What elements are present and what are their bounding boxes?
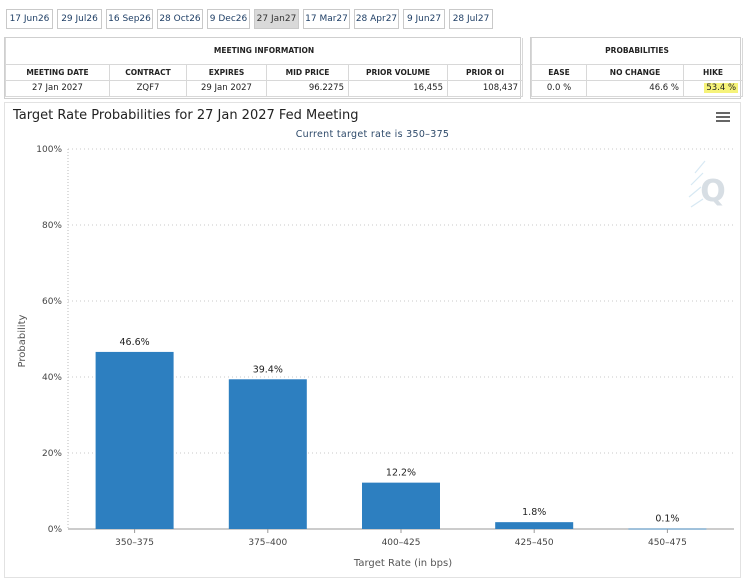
col-expires: EXPIRES — [186, 63, 267, 81]
data-label: 0.1% — [655, 514, 679, 525]
data-label: 1.8% — [522, 507, 546, 518]
meeting-date-value: 27 Jan 2027 — [5, 79, 110, 97]
bar-425–450 — [495, 522, 574, 529]
prior-oi-value: 108,437 — [446, 79, 524, 97]
chart-subtitle: Current target rate is 350–375 — [295, 129, 450, 140]
probabilities-table: PROBABILITIES EASE NO CHANGE HIKE 0.0 % … — [530, 38, 744, 97]
ease-value: 0.0 % — [531, 79, 587, 97]
col-meeting-date: MEETING DATE — [5, 63, 110, 81]
hike-value-cell: 53.4 % — [682, 79, 744, 97]
col-mid-price: MID PRICE — [266, 63, 349, 81]
tab-28-apr27[interactable]: 28 Apr27 — [354, 9, 399, 29]
x-axis-title: Target Rate (in bps) — [353, 558, 452, 569]
q-logo-icon: Q — [688, 160, 726, 209]
meeting-information-table: MEETING INFORMATION MEETING DATE CONTRAC… — [4, 38, 524, 97]
x-tick-label: 350–375 — [115, 538, 154, 548]
bar-350–375 — [95, 351, 174, 529]
tab-29-jul26[interactable]: 29 Jul26 — [57, 9, 102, 29]
data-label: 12.2% — [386, 468, 416, 479]
q-logo-stroke — [690, 198, 704, 208]
no-change-value: 46.6 % — [586, 79, 684, 97]
x-tick-label: 375–400 — [248, 538, 287, 548]
y-tick-label: 40% — [42, 373, 62, 383]
col-ease: EASE — [531, 63, 587, 81]
bar-400–425 — [362, 482, 440, 529]
y-tick-label: 60% — [42, 297, 62, 307]
hike-value: 53.4 % — [704, 83, 739, 93]
x-tick-label: 400–425 — [382, 538, 421, 548]
x-tick-label: 425–450 — [515, 538, 554, 548]
tab-9-jun27[interactable]: 9 Jun27 — [403, 9, 445, 29]
y-tick-label: 100% — [36, 145, 62, 155]
col-hike: HIKE — [682, 63, 744, 81]
chart-title: Target Rate Probabilities for 27 Jan 202… — [13, 108, 359, 123]
tab-28-jul27[interactable]: 28 Jul27 — [449, 9, 493, 29]
data-label: 46.6% — [120, 337, 150, 348]
y-tick-label: 80% — [42, 221, 62, 231]
tab-27-jan27[interactable]: 27 Jan27 — [254, 9, 299, 29]
col-contract: CONTRACT — [109, 63, 187, 81]
x-tick-label: 450–475 — [648, 538, 687, 548]
q-logo-letter: Q — [700, 174, 726, 209]
meeting-information-panel: MEETING INFORMATION MEETING DATE CONTRAC… — [4, 37, 524, 99]
mid-price-value: 96.2275 — [266, 79, 349, 97]
tab-17-mar27[interactable]: 17 Mar27 — [303, 9, 350, 29]
col-prior-oi: PRIOR OI — [446, 63, 524, 81]
prior-volume-value: 16,455 — [348, 79, 448, 97]
probabilities-heading: PROBABILITIES — [530, 38, 744, 65]
tab-16-sep26[interactable]: 16 Sep26 — [106, 9, 153, 29]
expires-value: 29 Jan 2027 — [186, 79, 267, 97]
q-logo-stroke — [690, 172, 704, 186]
y-axis-title: Probability — [17, 314, 28, 367]
bar-chart: 0% 20% 40% 60% 80% 100% 46.6% 350–375 39.4% 375–4… — [17, 145, 734, 569]
contract-value: ZQF7 — [109, 79, 187, 97]
col-prior-volume: PRIOR VOLUME — [348, 63, 448, 81]
tab-17-jun26[interactable]: 17 Jun26 — [6, 9, 53, 29]
probabilities-panel: PROBABILITIES EASE NO CHANGE HIKE 0.0 % … — [530, 37, 744, 99]
data-label: 39.4% — [253, 364, 283, 375]
chart-container: Target Rate Probabilities for 27 Jan 202… — [4, 102, 741, 578]
col-no-change: NO CHANGE — [586, 63, 684, 81]
chart-menu-icon[interactable] — [716, 112, 730, 123]
tab-28-oct26[interactable]: 28 Oct26 — [157, 9, 203, 29]
bar-375–400 — [228, 379, 307, 529]
q-logo-stroke — [688, 186, 702, 198]
tab-9-dec26[interactable]: 9 Dec26 — [207, 9, 250, 29]
y-tick-label: 0% — [48, 525, 63, 535]
q-logo-stroke — [694, 160, 706, 174]
meeting-information-heading: MEETING INFORMATION — [4, 38, 524, 65]
y-tick-label: 20% — [42, 449, 62, 459]
